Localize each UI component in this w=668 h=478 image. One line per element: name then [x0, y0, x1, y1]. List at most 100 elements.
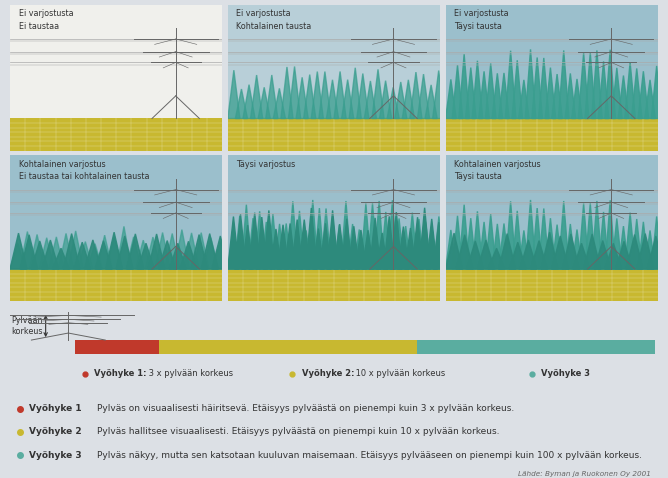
Polygon shape [425, 85, 437, 119]
Polygon shape [116, 227, 132, 269]
Polygon shape [367, 203, 378, 269]
Polygon shape [349, 68, 361, 119]
Polygon shape [263, 210, 275, 269]
Polygon shape [479, 222, 490, 269]
Polygon shape [234, 216, 245, 269]
Polygon shape [498, 234, 516, 269]
Text: Ei varjostusta
Kohtalainen tausta: Ei varjostusta Kohtalainen tausta [236, 9, 311, 31]
Polygon shape [327, 210, 338, 269]
Polygon shape [126, 237, 142, 269]
Bar [446, 5, 658, 119]
Polygon shape [212, 236, 229, 269]
Bar [446, 155, 658, 269]
Polygon shape [361, 204, 371, 269]
Polygon shape [116, 236, 133, 269]
Polygon shape [261, 222, 272, 269]
Polygon shape [538, 58, 549, 119]
Polygon shape [301, 230, 311, 269]
Polygon shape [452, 65, 463, 119]
Polygon shape [334, 224, 345, 269]
Polygon shape [565, 74, 576, 119]
Polygon shape [97, 235, 112, 269]
Bar [10, 5, 222, 119]
Polygon shape [552, 225, 562, 269]
Bar [75, 340, 159, 354]
Polygon shape [273, 88, 285, 119]
Polygon shape [505, 51, 516, 119]
Polygon shape [285, 223, 296, 269]
Polygon shape [377, 233, 388, 269]
Polygon shape [53, 248, 69, 269]
Polygon shape [419, 208, 430, 269]
Polygon shape [242, 225, 253, 269]
Polygon shape [387, 87, 399, 119]
Text: 3 x pylvään korkeus: 3 x pylvään korkeus [146, 369, 233, 378]
Polygon shape [565, 224, 576, 269]
Polygon shape [562, 234, 579, 269]
Polygon shape [572, 229, 582, 269]
Polygon shape [95, 241, 112, 269]
Polygon shape [595, 240, 611, 269]
Polygon shape [599, 212, 609, 269]
Polygon shape [164, 234, 180, 269]
Polygon shape [127, 234, 144, 269]
Text: Pylväs on visuaalisesti häiritsevä. Etäisyys pylväästä on pienempi kuin 3 x pylv: Pylväs on visuaalisesti häiritsevä. Etäi… [98, 404, 515, 413]
Polygon shape [395, 82, 407, 119]
Polygon shape [433, 222, 444, 269]
Polygon shape [319, 72, 331, 119]
Polygon shape [578, 204, 589, 269]
Polygon shape [592, 50, 603, 119]
Polygon shape [615, 241, 633, 269]
Polygon shape [573, 243, 590, 269]
Polygon shape [294, 211, 305, 269]
Polygon shape [402, 80, 414, 119]
Polygon shape [249, 213, 261, 269]
Polygon shape [578, 53, 589, 119]
Polygon shape [637, 234, 654, 269]
Polygon shape [400, 226, 411, 269]
Polygon shape [381, 212, 391, 269]
Bar [75, 340, 655, 354]
Polygon shape [289, 66, 301, 119]
Polygon shape [486, 214, 496, 269]
Polygon shape [512, 211, 522, 269]
Polygon shape [354, 229, 365, 269]
Polygon shape [58, 233, 73, 269]
Bar [10, 155, 222, 269]
Polygon shape [479, 71, 490, 119]
Polygon shape [387, 200, 397, 269]
Polygon shape [372, 69, 384, 119]
Polygon shape [314, 208, 325, 269]
Polygon shape [459, 54, 470, 119]
Polygon shape [466, 67, 476, 119]
Polygon shape [412, 217, 424, 269]
Polygon shape [256, 217, 267, 269]
Polygon shape [107, 237, 122, 269]
Polygon shape [418, 74, 430, 119]
Text: Pylvään
korkeus: Pylvään korkeus [11, 316, 42, 336]
Polygon shape [631, 68, 642, 119]
Polygon shape [355, 230, 367, 269]
Polygon shape [638, 71, 649, 119]
Polygon shape [228, 230, 238, 269]
Polygon shape [611, 218, 622, 269]
Polygon shape [348, 226, 359, 269]
Polygon shape [287, 201, 298, 269]
Polygon shape [374, 201, 385, 269]
Polygon shape [452, 216, 463, 269]
Polygon shape [532, 208, 542, 269]
Polygon shape [313, 228, 324, 269]
Polygon shape [10, 243, 25, 269]
Polygon shape [645, 80, 655, 119]
Polygon shape [174, 229, 190, 269]
Polygon shape [498, 224, 509, 269]
Polygon shape [258, 87, 271, 119]
Text: Täysi varjostus: Täysi varjostus [236, 160, 295, 169]
Polygon shape [426, 219, 438, 269]
Polygon shape [155, 232, 170, 269]
Text: Pylväs näkyy, mutta sen katsotaan kuuluvan maisemaan. Etäisyys pylvääseen on pie: Pylväs näkyy, mutta sen katsotaan kuuluv… [98, 451, 643, 459]
Text: 10 x pylvään korkeus: 10 x pylvään korkeus [353, 369, 446, 378]
Polygon shape [605, 50, 615, 119]
Text: Ei varjostusta
Täysi tausta: Ei varjostusta Täysi tausta [454, 9, 508, 31]
Polygon shape [327, 80, 339, 119]
